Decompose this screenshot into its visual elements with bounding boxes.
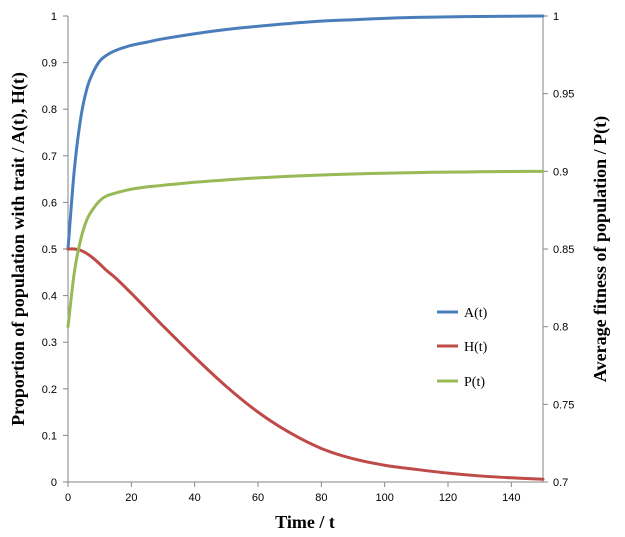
left-y-tick-label: 1: [51, 11, 57, 23]
right-y-tick-label: 0.9: [553, 166, 568, 178]
left-y-tick-label: 0.1: [42, 430, 57, 442]
right-y-tick-label: 0.85: [553, 244, 574, 256]
series-line-pt: [66, 169, 545, 329]
right-y-tick-label: 0.7: [553, 477, 568, 489]
legend-label-at: A(t): [464, 306, 488, 321]
x-tick-label: 120: [439, 492, 457, 504]
legend-label-pt: P(t): [464, 375, 485, 390]
left-y-tick-label: 0.8: [42, 104, 57, 116]
series-line-ht: [66, 247, 545, 481]
series-layer: [66, 14, 545, 481]
left-y-tick-label: 0.5: [42, 244, 57, 256]
x-tick-label: 60: [252, 492, 264, 504]
left-y-axis-title: Proportion of population with trait / A(…: [8, 72, 29, 426]
x-tick-label: 20: [125, 492, 137, 504]
series-line-at: [66, 14, 545, 251]
left-y-tick-label: 0.4: [42, 291, 57, 303]
right-y-tick-label: 0.8: [553, 322, 568, 334]
right-y-tick-label: 0.75: [553, 399, 574, 411]
left-y-tick-label: 0.6: [42, 197, 57, 209]
legend-label-ht: H(t): [464, 340, 488, 355]
legend: A(t) H(t) P(t): [437, 306, 488, 390]
right-y-axis-title: Average fitness of population / P(t): [590, 116, 611, 382]
x-tick-label: 100: [375, 492, 393, 504]
left-y-tick-label: 0.3: [42, 337, 57, 349]
x-tick-label: 80: [315, 492, 327, 504]
x-tick-label: 140: [502, 492, 520, 504]
x-axis-title: Time / t: [275, 512, 335, 532]
x-tick-label: 40: [189, 492, 201, 504]
left-y-tick-label: 0: [51, 477, 57, 489]
right-y-tick-label: 1: [553, 11, 559, 23]
right-y-tick-label: 0.95: [553, 89, 574, 101]
tick-layer: 0 20 40 60 80 100 120 140 0 0.1 0.2 0.3 0.4 0.5 0.6 0.7…: [42, 11, 575, 504]
plot-axes: [67, 16, 544, 483]
x-tick-label: 0: [65, 492, 71, 504]
left-y-tick-label: 0.2: [42, 384, 57, 396]
left-y-tick-label: 0.9: [42, 58, 57, 70]
left-y-tick-label: 0.7: [42, 151, 57, 163]
